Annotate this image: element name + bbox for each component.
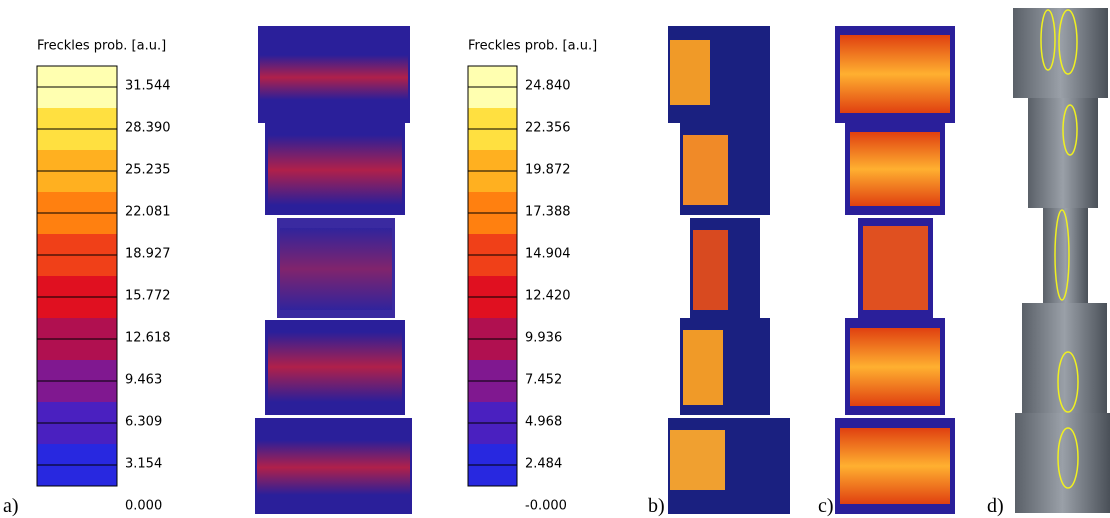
colorbar-tick-label: 31.544 xyxy=(125,79,171,94)
colorbar-tick-label: 14.904 xyxy=(525,247,571,262)
colorbar-title: Freckles prob. [a.u.] xyxy=(37,39,166,54)
colorbar-tick-label: 6.309 xyxy=(125,415,162,430)
colorbar-tick-label: 18.927 xyxy=(125,247,171,262)
colorbar-tick-label: 12.618 xyxy=(125,331,171,346)
panel-label: d) xyxy=(987,495,1004,517)
colorbar-title: Freckles prob. [a.u.] xyxy=(468,39,597,54)
specimen-a xyxy=(255,26,412,514)
colorbar-b: Freckles prob. [a.u.] 24.840 22.356 19.872 1… xyxy=(467,39,597,514)
colorbar-tick-label: 17.388 xyxy=(525,205,571,220)
colorbar-a: Freckles prob. [a.u.] 31.544 28.390 25.235 2… xyxy=(36,39,171,514)
colorbar-tick-label: -0.000 xyxy=(525,499,567,514)
specimen-c xyxy=(835,26,955,514)
colorbar-tick-label: 9.936 xyxy=(525,331,562,346)
colorbar-tick-label: 22.356 xyxy=(525,121,571,136)
colorbar-tick-label: 4.968 xyxy=(525,415,562,430)
panel-label: b) xyxy=(648,495,665,517)
specimen-b xyxy=(668,26,790,514)
colorbar-tick-label: 12.420 xyxy=(525,289,571,304)
colorbar-frame xyxy=(467,65,518,487)
colorbar-tick-label: 7.452 xyxy=(525,373,562,388)
colorbar-tick-label: 28.390 xyxy=(125,121,171,136)
colorbar-tick-label: 24.840 xyxy=(525,79,571,94)
colorbar-tick-label: 3.154 xyxy=(125,457,162,472)
panel-label: a) xyxy=(3,495,19,517)
colorbar-tick-label: 9.463 xyxy=(125,373,162,388)
specimen-photo xyxy=(1013,8,1110,513)
colorbar-tick-label: 19.872 xyxy=(525,163,571,178)
colorbar-tick-label: 22.081 xyxy=(125,205,171,220)
colorbar-tick-label: 15.772 xyxy=(125,289,171,304)
colorbar-frame xyxy=(36,65,118,487)
colorbar-tick-label: 25.235 xyxy=(125,163,171,178)
colorbar-tick-label: 0.000 xyxy=(125,499,162,514)
colorbar-tick-label: 2.484 xyxy=(525,457,562,472)
panel-label: c) xyxy=(818,495,834,517)
